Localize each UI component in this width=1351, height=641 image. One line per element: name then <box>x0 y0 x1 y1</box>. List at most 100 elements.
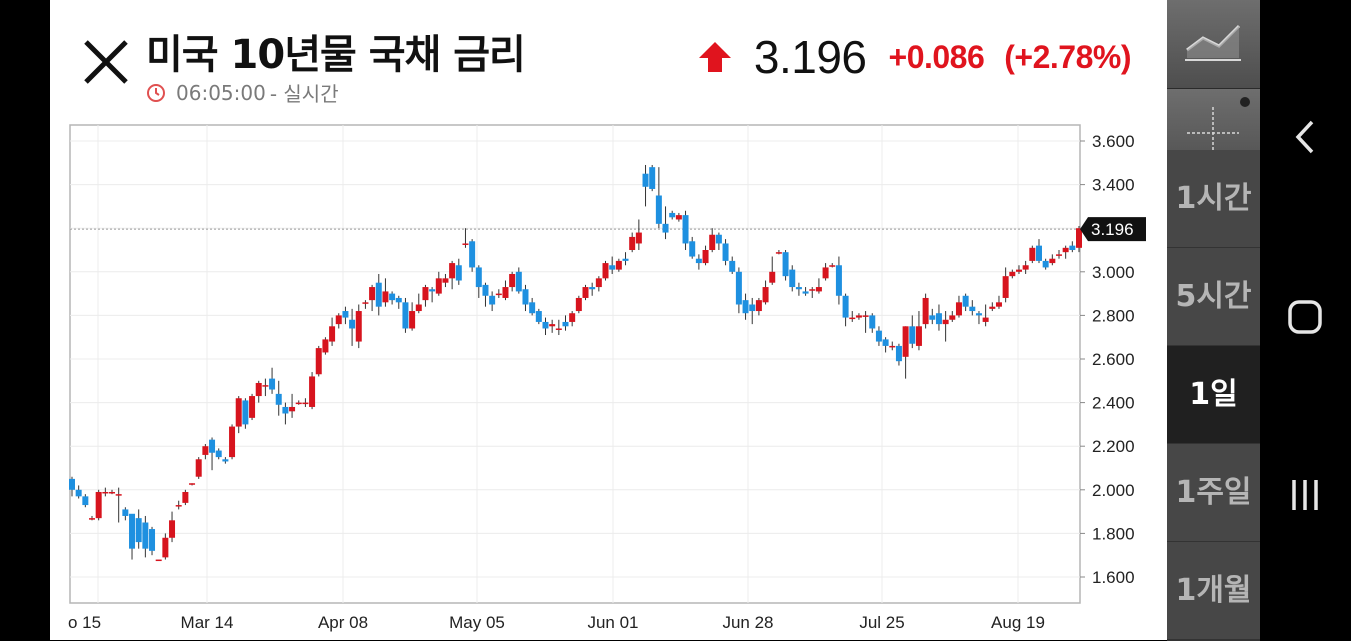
y-tick-label: 3.600 <box>1092 132 1135 151</box>
candle-body <box>662 223 669 233</box>
candle-body <box>922 297 929 325</box>
x-tick-label: Aug 19 <box>991 613 1045 632</box>
candle-body <box>95 491 102 519</box>
candle-body <box>909 326 916 344</box>
candle-body <box>482 284 489 296</box>
candle-body <box>135 518 142 543</box>
candle-body <box>462 243 469 245</box>
candle-body <box>815 287 822 292</box>
candle-body <box>102 491 109 494</box>
candle-body <box>269 378 276 390</box>
candle-body <box>562 321 569 327</box>
candle-body <box>582 287 589 298</box>
timeframe-button[interactable]: 1개월 <box>1167 542 1260 641</box>
candle-body <box>555 328 562 330</box>
candle-body <box>762 287 769 303</box>
plot-area <box>69 124 1081 604</box>
candle-body <box>415 304 422 312</box>
candle-body <box>1069 245 1076 250</box>
candle-body <box>795 287 802 290</box>
candle-body <box>255 382 262 397</box>
recents-icon[interactable] <box>1280 470 1330 520</box>
chart-sidebar: 1시간 5시간 1일 1주일 1개월 <box>1167 0 1260 641</box>
candle-body <box>1022 265 1029 270</box>
x-tick-label: Jun 01 <box>587 613 638 632</box>
y-tick-label: 2.200 <box>1092 437 1135 456</box>
candle-body <box>935 313 942 325</box>
line-chart-icon <box>1185 24 1241 61</box>
time-label: 06:05:00 <box>176 80 266 105</box>
y-tick-label: 3.000 <box>1092 263 1135 282</box>
candle-body <box>69 478 75 490</box>
y-tick-label: 3.400 <box>1092 176 1135 195</box>
candle-body <box>1055 254 1062 256</box>
candle-body <box>515 271 522 292</box>
candle-body <box>789 269 796 288</box>
candle-body <box>735 271 742 305</box>
candle-body <box>535 311 542 322</box>
candle-body <box>742 300 749 314</box>
candle-body <box>302 402 309 405</box>
x-tick-label: o 15 <box>68 613 101 632</box>
candlestick-chart[interactable]: 3.6003.4003.2003.0002.8002.6002.4002.200… <box>50 0 1167 640</box>
candle-body <box>429 289 436 292</box>
candle-body <box>355 311 362 342</box>
candle-body <box>975 313 982 316</box>
candle-body <box>369 287 376 301</box>
candle-body <box>682 215 689 244</box>
clock-icon <box>147 83 165 102</box>
timeframe-button[interactable]: 1주일 <box>1167 444 1260 543</box>
candle-body <box>855 315 862 318</box>
up-arrow-icon <box>698 42 731 72</box>
x-tick-label: Jun 28 <box>722 613 773 632</box>
price-change-percent: (+2.78%) <box>1004 38 1131 75</box>
candle-body <box>329 326 336 342</box>
candle-body <box>915 326 922 346</box>
candle-body <box>295 402 302 405</box>
candle-body <box>455 265 462 281</box>
candle-body <box>775 252 782 254</box>
candle-body <box>242 400 249 425</box>
candle-body <box>715 234 722 244</box>
candle-body <box>75 489 82 497</box>
back-icon[interactable] <box>1280 112 1330 162</box>
candle-body <box>835 265 842 296</box>
candle-body <box>335 315 342 325</box>
timeframe-button[interactable]: 1일 <box>1167 346 1260 445</box>
candle-body <box>829 265 836 267</box>
candle-body <box>82 496 89 506</box>
candle-body <box>209 439 216 453</box>
candle-body <box>542 321 549 329</box>
candle-body <box>489 295 496 305</box>
page-title: 미국 10년물 국채 금리 <box>146 32 526 78</box>
chart-type-button[interactable] <box>1167 0 1260 89</box>
candle-body <box>969 306 976 312</box>
candle-body <box>282 406 289 414</box>
y-tick-label: 2.800 <box>1092 306 1135 325</box>
candle-body <box>382 291 389 303</box>
candle-body <box>195 459 202 477</box>
candle-body <box>942 319 949 325</box>
candle-body <box>769 271 776 283</box>
candle-body <box>895 345 902 362</box>
timeframe-button[interactable]: 5시간 <box>1167 248 1260 347</box>
candle-body <box>1015 269 1022 272</box>
candle-body <box>509 273 516 288</box>
candle-body <box>849 317 856 320</box>
candle-body <box>695 258 702 264</box>
candle-body <box>675 215 682 220</box>
x-tick-label: Jul 25 <box>859 613 904 632</box>
candle-body <box>249 396 256 418</box>
close-icon[interactable] <box>82 38 130 86</box>
candle-body <box>802 291 809 294</box>
candle-body <box>822 267 829 279</box>
candle-body <box>469 241 476 268</box>
candle-body <box>149 529 156 551</box>
candle-body <box>955 302 962 316</box>
home-icon[interactable] <box>1280 292 1330 342</box>
timeframe-button[interactable]: 1시간 <box>1167 150 1260 249</box>
candle-body <box>602 263 609 279</box>
candle-body <box>202 446 209 455</box>
candle-body <box>169 520 176 538</box>
x-tick-label: Apr 08 <box>318 613 368 632</box>
